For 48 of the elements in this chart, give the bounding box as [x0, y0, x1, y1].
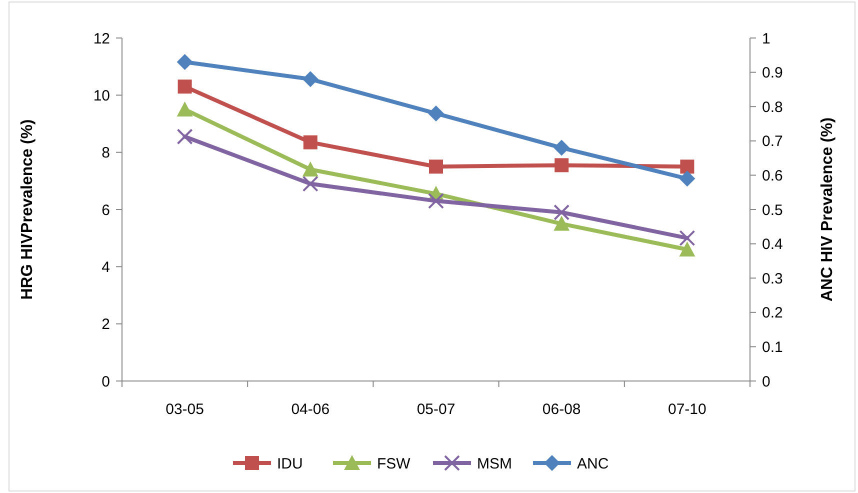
x-tick-label: 06-08	[542, 401, 581, 418]
y2-tick-label: 1	[762, 30, 770, 48]
y2-tick-label: 0.3	[762, 270, 783, 288]
point	[679, 242, 696, 257]
point	[429, 160, 443, 174]
point	[303, 135, 318, 150]
legend-label: IDU	[277, 455, 303, 472]
y-tick-label: 4	[102, 258, 110, 276]
point	[302, 176, 318, 192]
y2-tick-label: 0.6	[762, 167, 783, 184]
y-tick-label: 2	[102, 316, 110, 334]
y2-tick-label: 0.7	[762, 133, 783, 150]
y-tick-label: 6	[102, 202, 110, 219]
legend-label: ANC	[577, 455, 609, 472]
y-tick-label: 8	[102, 144, 110, 162]
legend-label: FSW	[377, 455, 412, 472]
point	[554, 158, 569, 172]
y2-axis-title: ANC HIV Prevalence (%)	[819, 117, 836, 302]
y-tick-label: 12	[93, 30, 110, 48]
y-axis-title: HRG HIVPrevalence (%)	[19, 119, 36, 300]
point	[428, 192, 444, 209]
point	[176, 54, 193, 70]
x-tick-label: 03-05	[166, 401, 204, 418]
y2-tick-label: 0.2	[762, 304, 783, 322]
y2-tick-label: 0.8	[762, 98, 783, 116]
x-tick-label: 04-06	[291, 401, 330, 418]
point	[680, 160, 694, 174]
y2-tick-label: 0.9	[762, 64, 783, 82]
point	[302, 161, 318, 176]
x-tick-label: 05-07	[416, 401, 456, 418]
y2-tick-label: 0.4	[762, 236, 783, 254]
point	[679, 170, 696, 187]
legend-label: MSM	[477, 455, 512, 472]
point	[554, 216, 570, 231]
y-tick-label: 10	[93, 87, 110, 104]
y2-tick-label: 0.5	[762, 202, 783, 219]
point	[679, 230, 696, 246]
point	[554, 204, 570, 220]
y-tick-label: 0	[102, 373, 110, 390]
point	[176, 101, 193, 116]
point	[554, 140, 570, 156]
point	[176, 128, 193, 145]
point	[178, 80, 192, 94]
point	[428, 105, 444, 122]
y2-tick-label: 0	[762, 373, 770, 390]
y2-tick-label: 0.1	[762, 338, 783, 356]
x-tick-label: 07-10	[668, 401, 706, 418]
point	[302, 71, 318, 88]
